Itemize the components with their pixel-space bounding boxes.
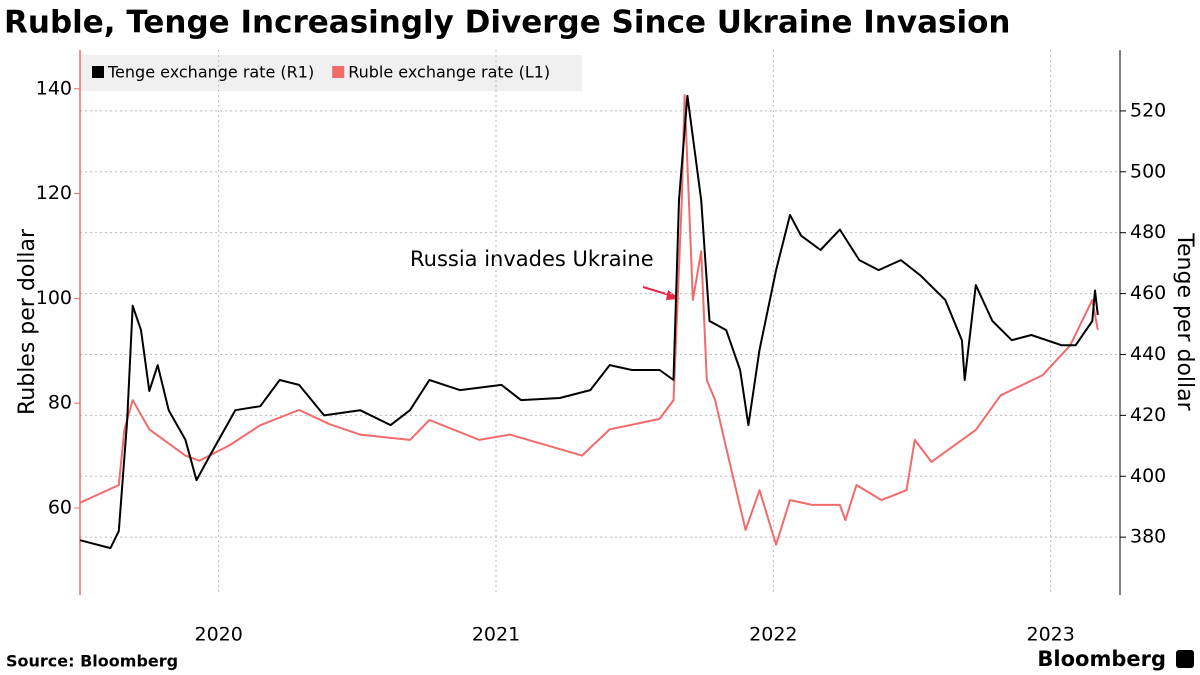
y-tick-label: 140	[36, 77, 72, 99]
brand: Bloomberg	[1037, 647, 1166, 671]
y-tick-label: 120	[36, 182, 72, 204]
y-tick-label: 80	[48, 392, 72, 414]
brand-icon	[1176, 650, 1194, 668]
y2-tick-label: 420	[1130, 404, 1166, 426]
x-tick-label: 2020	[194, 624, 242, 646]
y2-tick-label: 480	[1130, 221, 1166, 243]
y2-tick-label: 400	[1130, 465, 1166, 487]
legend-swatch	[92, 66, 104, 78]
y2-tick-label: 520	[1130, 99, 1166, 121]
y-tick-label: 100	[36, 287, 72, 309]
legend-label: Ruble exchange rate (L1)	[348, 63, 550, 82]
legend-box	[80, 55, 582, 91]
annotation: Russia invades Ukraine	[410, 247, 654, 271]
y2-tick-label: 500	[1130, 160, 1166, 182]
y-tick-label: 60	[48, 497, 72, 519]
x-tick-label: 2023	[1026, 624, 1074, 646]
source: Source: Bloomberg	[6, 652, 178, 671]
y2-axis-label: Tenge per dollar	[1172, 232, 1197, 411]
x-tick-label: 2022	[749, 624, 797, 646]
series-line	[79, 94, 1099, 546]
x-tick-label: 2021	[472, 624, 520, 646]
legend-swatch	[332, 66, 345, 78]
y-axis-label: Rubles per dollar	[15, 228, 40, 415]
chart-title: Ruble, Tenge Increasingly Diverge Since …	[4, 5, 1010, 41]
y2-tick-label: 380	[1130, 526, 1166, 548]
y2-tick-label: 440	[1130, 343, 1166, 365]
y2-tick-label: 460	[1130, 282, 1166, 304]
legend-label: Tenge exchange rate (R1)	[107, 63, 314, 82]
series-line	[79, 94, 1099, 550]
